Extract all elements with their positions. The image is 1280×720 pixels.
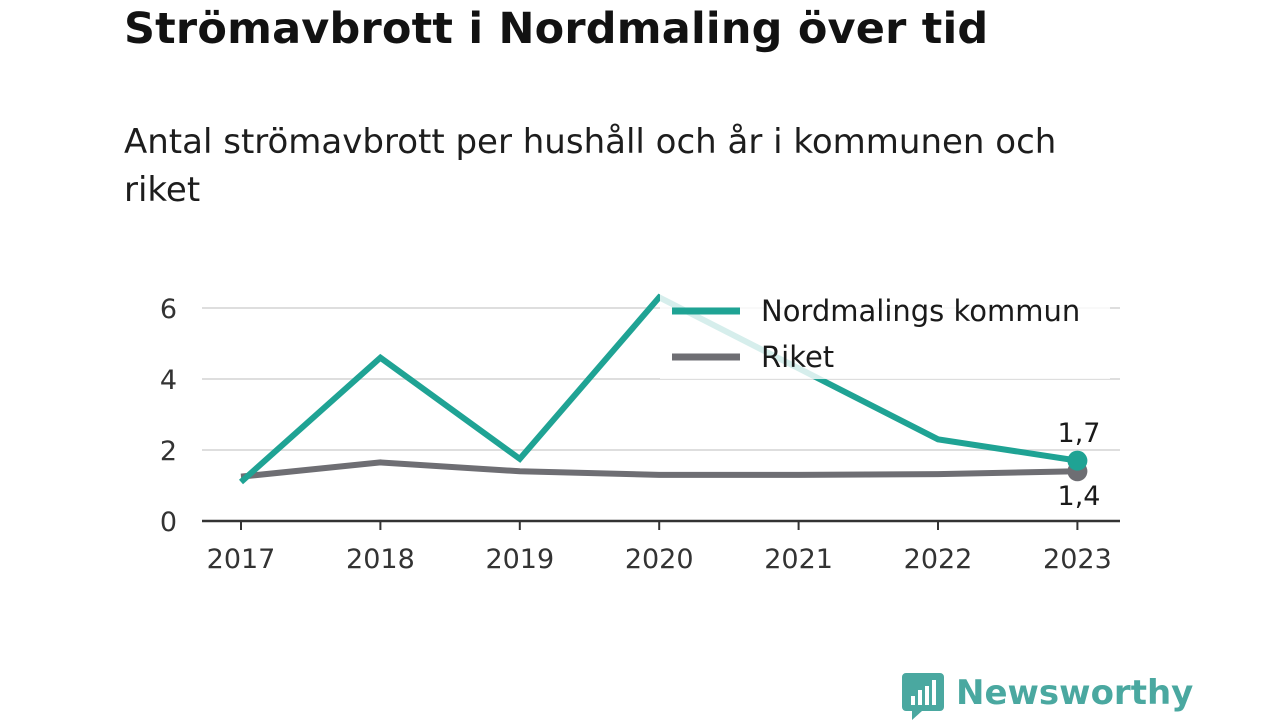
- series-lines: [239, 293, 1078, 485]
- x-tick-label-2023: 2023: [1043, 544, 1112, 575]
- x-tick-label-2022: 2022: [904, 544, 973, 575]
- x-tick-label-2018: 2018: [346, 544, 415, 575]
- y-tick-label-2: 2: [160, 436, 177, 467]
- y-tick-label-0: 0: [160, 507, 177, 538]
- chart-subtitle: Antal strömavbrott per hushåll och år i …: [124, 122, 1057, 210]
- x-tick-label-2021: 2021: [764, 544, 833, 575]
- x-tick-label-2017: 2017: [207, 544, 276, 575]
- data-label-riket-2023: 1,4: [1058, 481, 1101, 512]
- legend-label-riket: Riket: [761, 340, 834, 374]
- x-tick-label-2020: 2020: [625, 544, 694, 575]
- series-line-riket: [240, 459, 1078, 480]
- x-tick-label-2019: 2019: [485, 544, 554, 575]
- legend: Nordmalings kommun Riket: [660, 283, 1110, 379]
- data-label-nordmaling-2023: 1,7: [1058, 418, 1101, 449]
- end-markers: [1067, 450, 1088, 482]
- end-point-nordmaling-2023: [1067, 450, 1088, 471]
- series-line-nordmaling: [239, 293, 1078, 485]
- y-tick-label-6: 6: [160, 294, 177, 325]
- y-axis: 0 2 4 6: [160, 294, 177, 538]
- legend-background: [660, 283, 1110, 379]
- y-tick-label-4: 4: [160, 365, 177, 396]
- chart-title: Strömavbrott i Nordmaling över tid: [124, 4, 989, 54]
- x-axis: 2017 2018 2019 2020 2021 2022 2023: [202, 519, 1120, 575]
- legend-label-nordmaling: Nordmalings kommun: [761, 294, 1080, 328]
- data-labels: 1,7 1,4: [1058, 418, 1101, 512]
